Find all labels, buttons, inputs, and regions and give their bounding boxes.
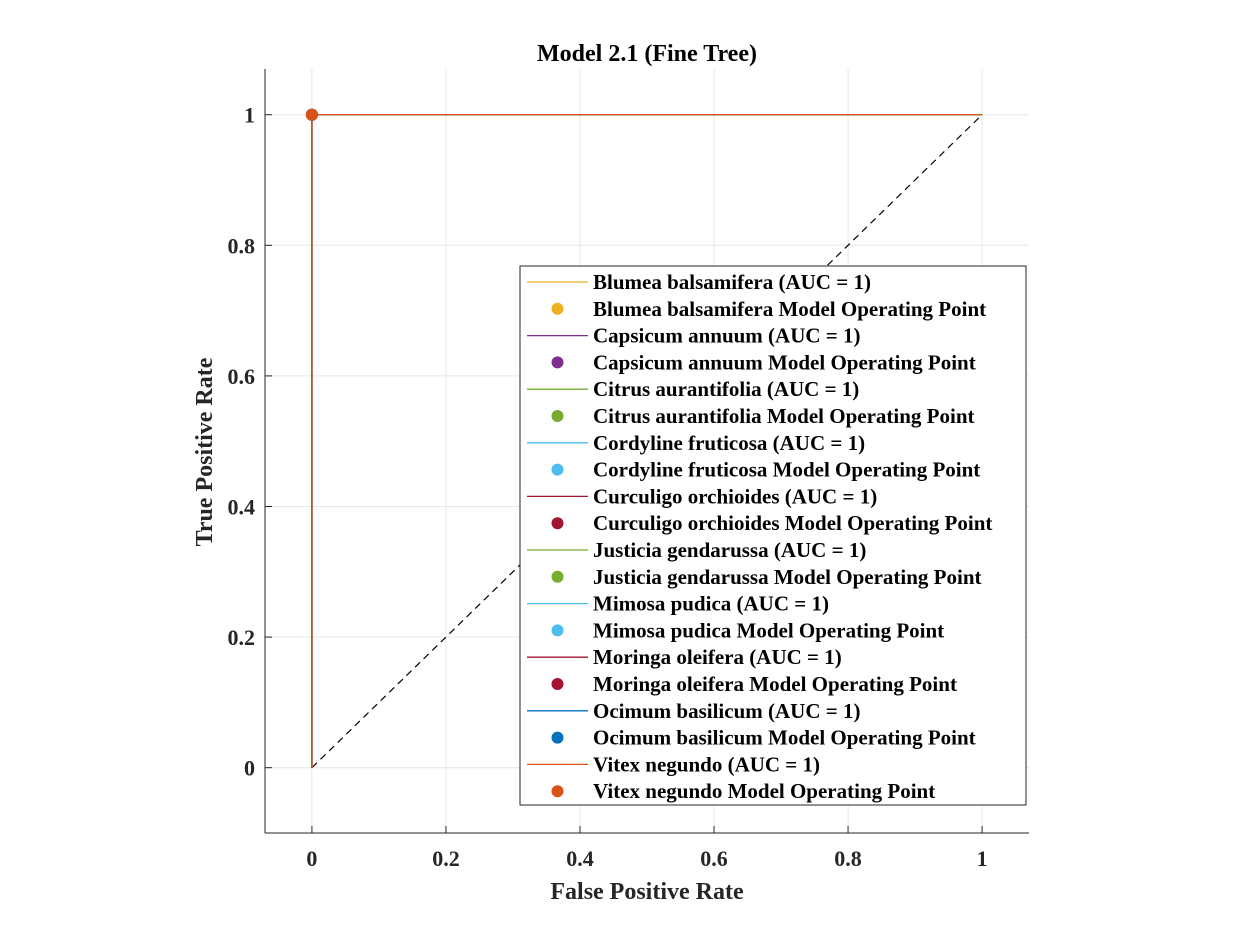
legend-label-curve-7: Moringa oleifera (AUC = 1) [593, 645, 842, 669]
legend-marker-swatch-0 [551, 302, 564, 315]
y-axis-title: True Positive Rate [192, 357, 218, 546]
legend-label-curve-8: Ocimum basilicum (AUC = 1) [593, 699, 860, 723]
legend-label-curve-3: Cordyline fruticosa (AUC = 1) [593, 431, 865, 455]
legend-label-curve-1: Capsicum annuum (AUC = 1) [593, 324, 861, 348]
legend-label-curve-2: Citrus aurantifolia (AUC = 1) [593, 377, 859, 401]
legend-marker-swatch-7 [551, 678, 564, 690]
legend-marker-swatch-8 [551, 731, 564, 744]
operating-point-9 [305, 108, 318, 121]
legend-label-point-8: Ocimum basilicum Model Operating Point [593, 726, 976, 750]
legend-label-point-3: Cordyline fruticosa Model Operating Poin… [593, 458, 980, 482]
x-tick-label-5: 1 [977, 846, 988, 871]
legend-label-point-5: Justicia gendarussa Model Operating Poin… [593, 565, 982, 589]
x-axis-title: False Positive Rate [550, 879, 744, 905]
legend-label-curve-4: Curculigo orchioides (AUC = 1) [593, 484, 877, 508]
legend-box[interactable] [519, 265, 1027, 806]
x-tick-label-0: 0 [306, 846, 317, 871]
legend-label-point-2: Citrus aurantifolia Model Operating Poin… [593, 404, 975, 428]
legend-label-curve-5: Justicia gendarussa (AUC = 1) [593, 538, 866, 562]
legend-marker-swatch-4 [551, 517, 564, 530]
legend-label-point-0: Blumea balsamifera Model Operating Point [593, 297, 986, 321]
legend-label-point-4: Curculigo orchioides Model Operating Poi… [593, 511, 992, 535]
legend-label-curve-9: Vitex negundo (AUC = 1) [593, 752, 820, 776]
operating-points [305, 108, 318, 121]
x-tick-label-4: 0.8 [834, 846, 862, 871]
y-tick-label-4: 0.8 [228, 233, 256, 258]
legend[interactable]: Blumea balsamifera (AUC = 1) Blumea balsa… [519, 265, 1027, 806]
legend-label-curve-6: Mimosa pudica (AUC = 1) [593, 592, 829, 616]
chart-title: Model 2.1 (Fine Tree) [537, 41, 757, 67]
legend-label-point-1: Capsicum annuum Model Operating Point [593, 350, 976, 374]
legend-marker-swatch-9 [551, 785, 564, 798]
legend-marker-swatch-5 [551, 570, 564, 583]
legend-label-curve-0: Blumea balsamifera (AUC = 1) [593, 270, 871, 294]
legend-label-point-7: Moringa oleifera Model Operating Point [593, 672, 957, 696]
y-tick-label-0: 0 [244, 756, 255, 781]
y-tick-label-5: 1 [244, 103, 255, 128]
x-tick-label-2: 0.4 [566, 846, 594, 871]
legend-label-point-6: Mimosa pudica Model Operating Point [593, 618, 944, 642]
x-tick-label-1: 0.2 [432, 846, 460, 871]
legend-marker-swatch-1 [551, 356, 564, 369]
legend-marker-swatch-6 [551, 624, 564, 637]
legend-marker-swatch-3 [551, 463, 564, 476]
y-tick-label-2: 0.4 [228, 495, 256, 520]
axes: 0 0.2 0.4 0.6 0.8 1 0 0.2 0.4 0.6 0.8 1 [228, 69, 1029, 871]
legend-marker-swatch-2 [551, 410, 564, 422]
y-tick-label-3: 0.6 [228, 364, 256, 389]
legend-label-point-9: Vitex negundo Model Operating Point [593, 779, 935, 803]
y-tick-label-1: 0.2 [228, 625, 256, 650]
x-tick-label-3: 0.6 [700, 846, 728, 871]
